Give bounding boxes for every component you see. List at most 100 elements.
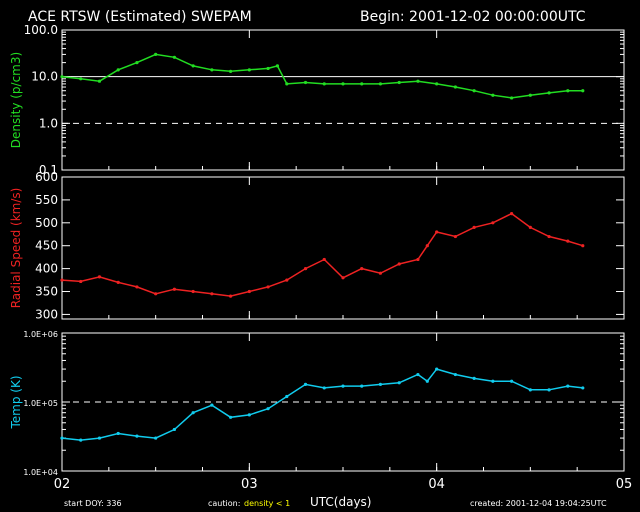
data-point bbox=[97, 436, 102, 440]
created-time: created: 2001-12-04 19:04:25UTC bbox=[470, 499, 607, 508]
series-line bbox=[61, 53, 583, 99]
data-point bbox=[378, 271, 383, 275]
data-point bbox=[360, 384, 364, 388]
data-point bbox=[435, 367, 439, 371]
data-point bbox=[154, 292, 158, 296]
data-point bbox=[397, 381, 401, 385]
data-point bbox=[229, 294, 233, 298]
data-point bbox=[472, 376, 476, 380]
data-point bbox=[453, 372, 457, 377]
y-axis-label: Radial Speed (km/s) bbox=[9, 188, 23, 309]
y-tick-label: 350 bbox=[35, 285, 58, 299]
data-point bbox=[285, 278, 289, 282]
data-point bbox=[60, 278, 64, 282]
data-point bbox=[97, 275, 102, 279]
data-point bbox=[491, 379, 495, 383]
x-tick-label: 05 bbox=[616, 477, 633, 492]
data-point bbox=[172, 287, 176, 291]
data-point bbox=[229, 69, 233, 73]
data-point bbox=[172, 55, 176, 59]
begin-time: Begin: 2001-12-02 00:00:00UTC bbox=[360, 9, 586, 25]
data-point bbox=[97, 79, 102, 83]
data-point bbox=[116, 68, 120, 72]
panels: 100.0 10.0 1.0 0.1 Density (p/cm3) 600 550 500 4… bbox=[9, 23, 632, 492]
y-tick-label: 300 bbox=[35, 307, 58, 321]
data-point bbox=[266, 407, 270, 411]
data-point bbox=[210, 292, 214, 296]
data-point bbox=[416, 257, 420, 262]
data-point bbox=[435, 230, 439, 234]
data-point bbox=[60, 436, 64, 440]
y-tick-label: 500 bbox=[35, 216, 58, 230]
data-point bbox=[491, 93, 495, 97]
data-point bbox=[191, 289, 195, 294]
data-point bbox=[247, 289, 251, 294]
series-line bbox=[61, 212, 584, 297]
data-point bbox=[266, 66, 270, 71]
data-point bbox=[116, 431, 120, 436]
data-point bbox=[528, 225, 532, 229]
data-point bbox=[79, 438, 83, 442]
y-tick-label: 1.0 bbox=[39, 116, 58, 130]
data-point bbox=[581, 386, 585, 390]
data-point bbox=[566, 384, 570, 388]
data-point bbox=[416, 79, 420, 83]
x-tick-label: 02 bbox=[54, 477, 71, 492]
x-tick-label: 03 bbox=[241, 477, 258, 492]
data-point bbox=[528, 93, 532, 97]
data-point bbox=[172, 427, 176, 432]
data-point bbox=[453, 234, 457, 239]
panel-temperature: 1.0E+06 1.0E+05 1.0E+04 Temp (K) bbox=[9, 330, 625, 477]
data-point bbox=[303, 382, 308, 386]
y-tick-label: 1.0E+05 bbox=[23, 399, 58, 408]
data-point bbox=[547, 91, 551, 95]
y-tick-label: 1.0E+06 bbox=[23, 330, 58, 339]
data-point bbox=[397, 80, 401, 85]
data-point bbox=[547, 234, 551, 239]
data-point bbox=[472, 89, 476, 93]
data-point bbox=[425, 379, 429, 383]
data-point bbox=[360, 82, 364, 86]
y-tick-label: 1.0E+04 bbox=[23, 468, 58, 477]
y-tick-label: 600 bbox=[35, 170, 58, 184]
data-point bbox=[266, 285, 270, 289]
data-point bbox=[60, 75, 64, 79]
y-axis-label: Temp (K) bbox=[9, 375, 23, 429]
y-tick-label: 550 bbox=[35, 193, 58, 207]
data-point bbox=[416, 372, 420, 377]
data-point bbox=[303, 267, 308, 271]
data-point bbox=[322, 82, 326, 86]
data-point bbox=[566, 89, 570, 93]
data-point bbox=[116, 280, 120, 284]
data-point bbox=[435, 82, 439, 86]
data-point bbox=[378, 382, 383, 386]
data-point bbox=[510, 212, 514, 216]
data-point bbox=[210, 403, 214, 407]
data-point bbox=[135, 61, 139, 65]
y-tick-label: 450 bbox=[35, 239, 58, 253]
data-point bbox=[285, 82, 289, 86]
data-point bbox=[229, 415, 233, 419]
data-point bbox=[154, 436, 158, 440]
data-point bbox=[341, 384, 345, 388]
data-point bbox=[547, 388, 551, 392]
data-point bbox=[135, 434, 139, 438]
data-point bbox=[341, 276, 345, 280]
data-point bbox=[566, 239, 570, 243]
panel-density: 100.0 10.0 1.0 0.1 Density (p/cm3) bbox=[9, 23, 625, 177]
x-tick-label: 04 bbox=[428, 477, 445, 492]
data-point bbox=[491, 221, 495, 225]
panel-radial-speed: 600 550 500 450 400 350 300 Radial Speed (km/s) bbox=[9, 170, 625, 321]
data-point bbox=[453, 85, 457, 89]
y-tick-label: 100.0 bbox=[24, 23, 58, 37]
data-point bbox=[275, 64, 280, 68]
start-doy: start DOY: 336 bbox=[64, 499, 122, 508]
data-point bbox=[322, 386, 326, 390]
data-point bbox=[154, 52, 158, 57]
data-point bbox=[341, 82, 345, 86]
caution-label: caution: bbox=[208, 499, 240, 508]
panel-frame bbox=[61, 176, 625, 320]
series-line bbox=[61, 368, 583, 441]
data-point bbox=[79, 279, 83, 284]
